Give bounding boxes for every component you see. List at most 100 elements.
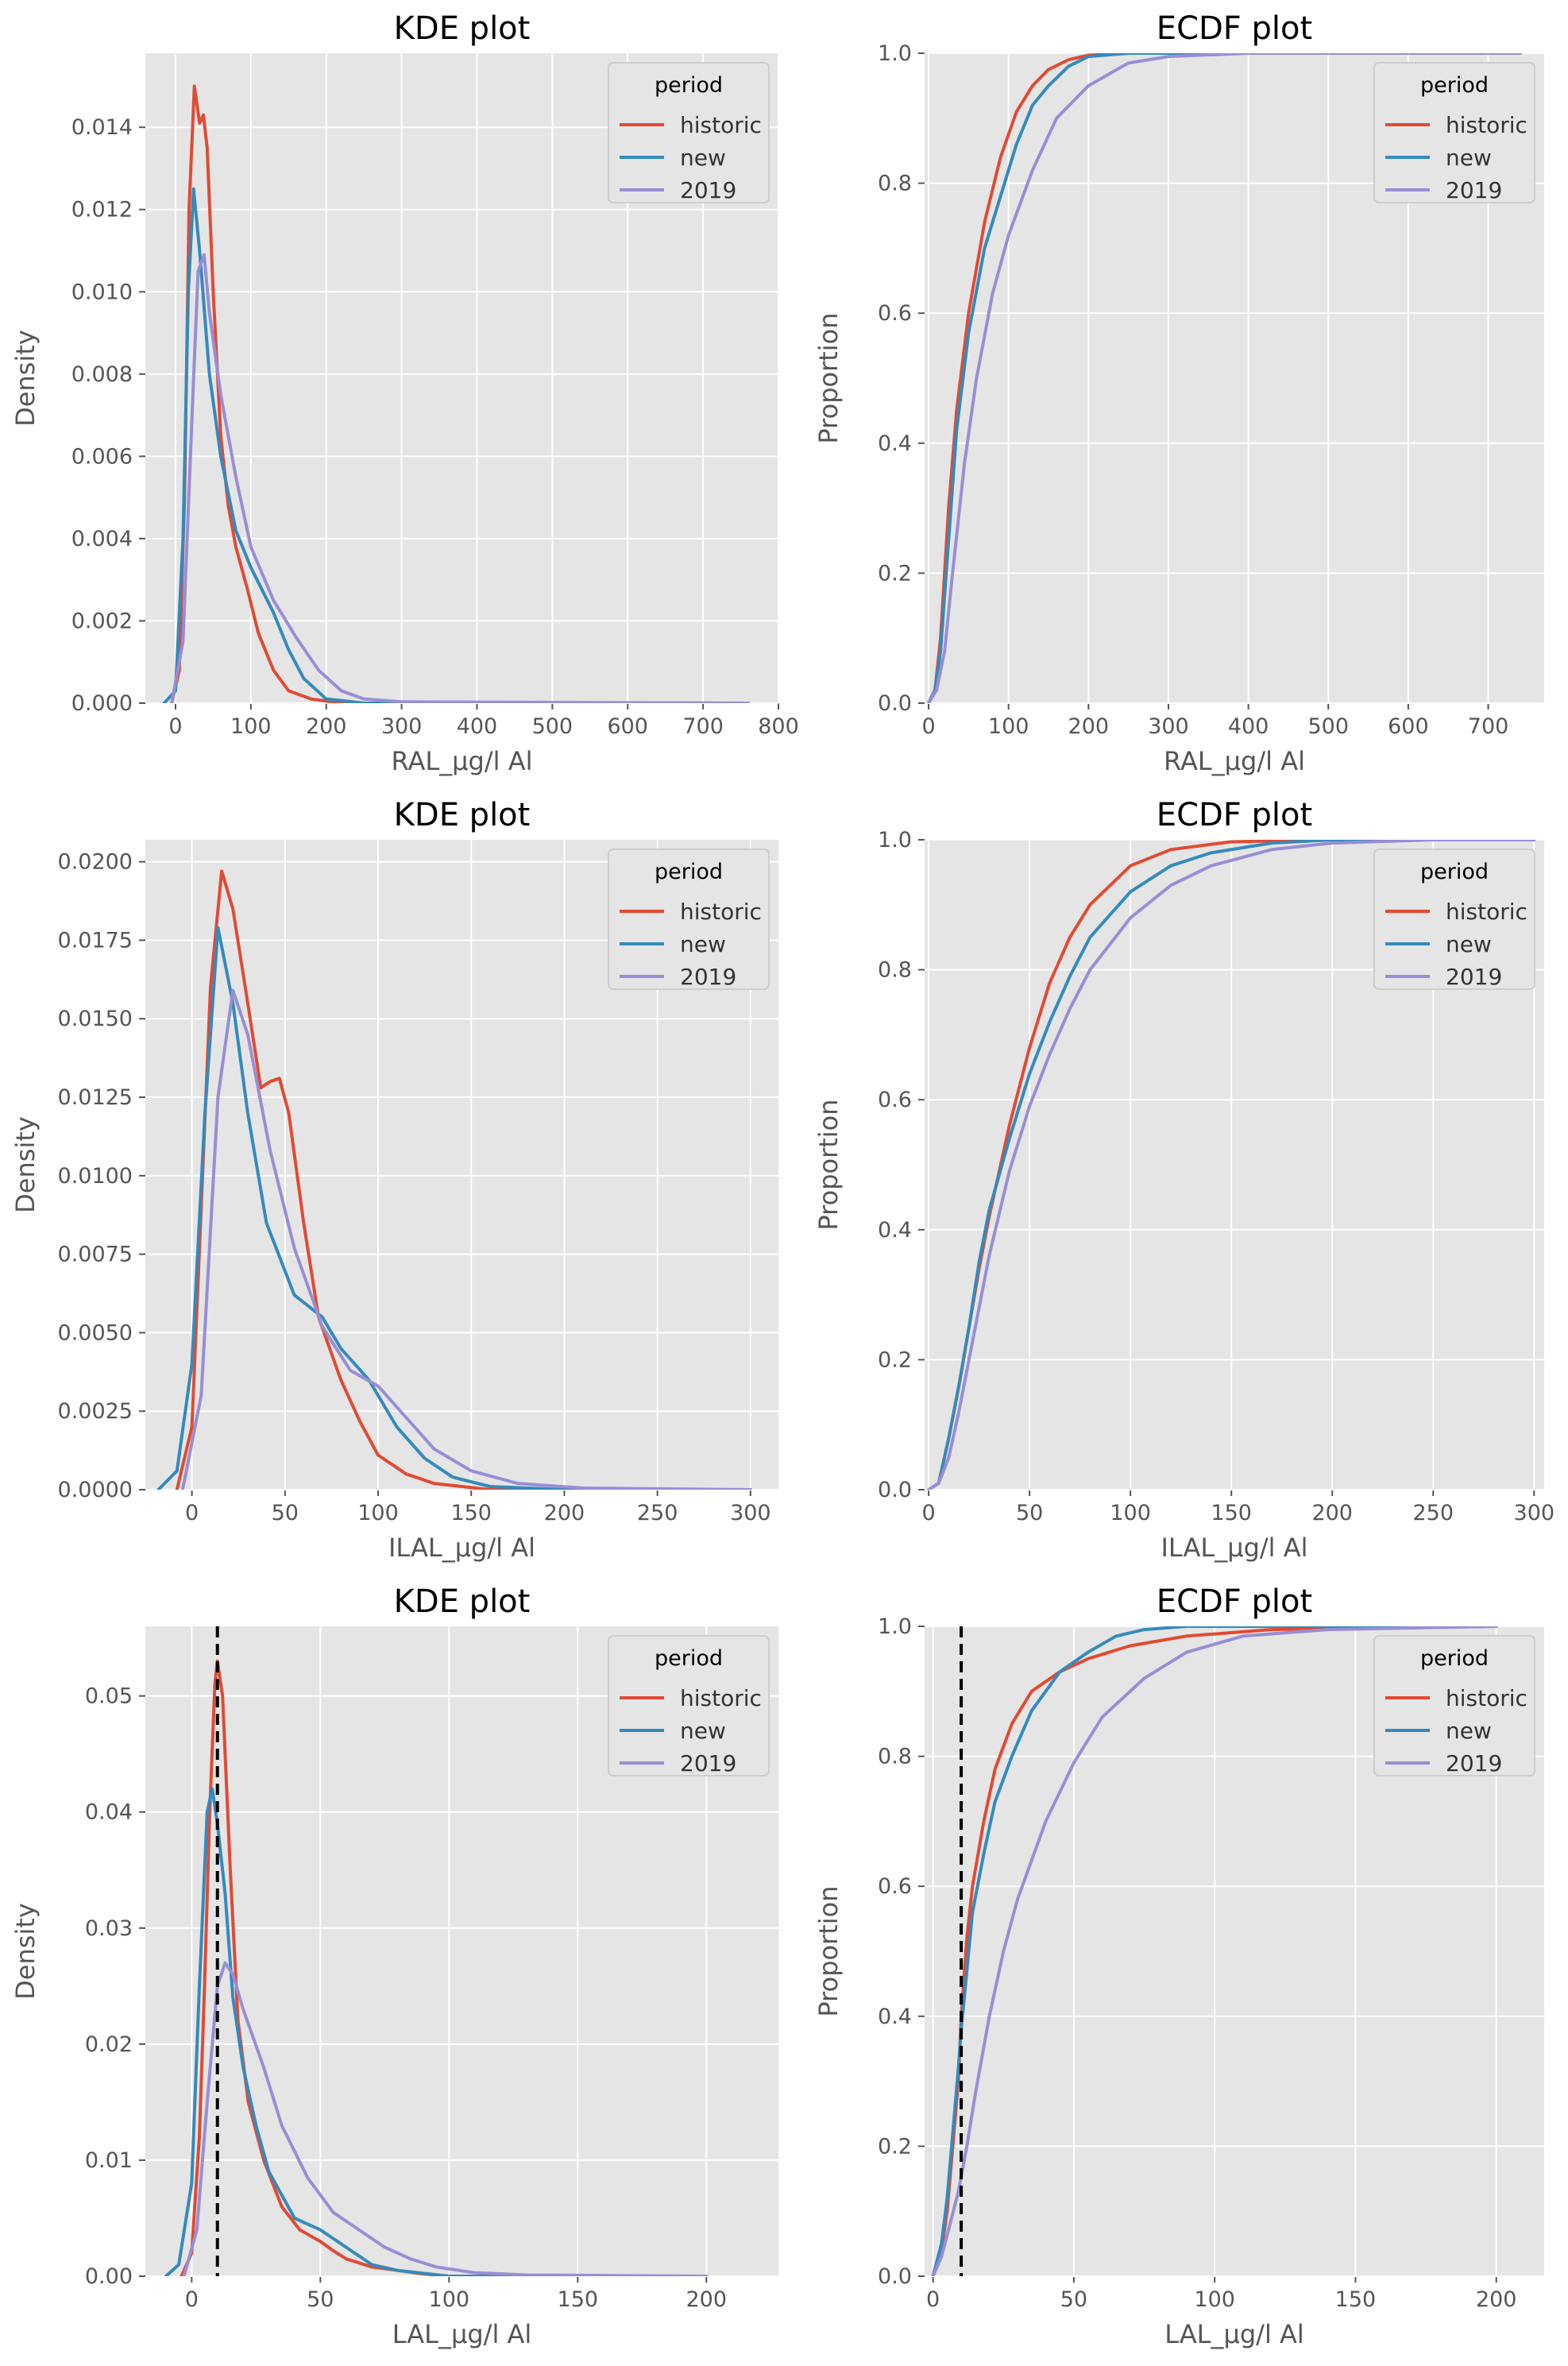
x-tick-label: 500 <box>532 714 574 739</box>
y-tick-label: 0.6 <box>878 1088 912 1112</box>
y-tick-label: 0.0025 <box>58 1399 133 1424</box>
y-tick-label: 0.4 <box>878 431 912 456</box>
x-tick-label: 150 <box>450 1501 492 1525</box>
x-tick-label: 100 <box>429 2287 470 2312</box>
chart-panel-1: 0 100 200 300 400 500 600 700 800 0.000 0.002 0.004… <box>10 10 799 776</box>
legend-title: period <box>655 73 723 98</box>
series-line-new <box>931 1626 1498 2276</box>
x-tick-label: 0 <box>168 714 182 739</box>
y-tick-label: 0.004 <box>71 527 133 551</box>
legend: period historic new 2019 <box>1373 1635 1535 1776</box>
y-tick-label: 0.4 <box>878 1218 912 1243</box>
x-tick-label: 200 <box>686 2287 728 2312</box>
x-tick-label: 0 <box>921 714 935 739</box>
series-line-new <box>927 53 1522 703</box>
y-tick-label: 0.0175 <box>58 928 133 953</box>
x-tick-label: 300 <box>730 1501 771 1525</box>
x-tick-label: 250 <box>1412 1501 1454 1525</box>
x-axis-label: LAL_µg/l Al <box>1164 2319 1304 2349</box>
x-tick-label: 200 <box>544 1501 585 1525</box>
data-layer <box>927 840 1536 1490</box>
legend-label-2019: 2019 <box>680 177 736 203</box>
series-line-new <box>927 840 1536 1490</box>
x-axis-label: LAL_µg/l Al <box>392 2319 532 2349</box>
x-axis-label: ILAL_µg/l Al <box>388 1533 535 1563</box>
series-line-2019 <box>182 1961 709 2276</box>
chart-title: ECDF plot <box>1157 10 1312 47</box>
x-tick-label: 800 <box>758 714 799 739</box>
x-tick-label: 300 <box>1514 1501 1555 1525</box>
y-axis-label: Proportion <box>813 1099 844 1230</box>
y-axis-label: Density <box>10 330 41 427</box>
x-tick-label: 0 <box>926 2287 940 2312</box>
y-axis-label: Density <box>10 1903 41 2000</box>
y-tick-label: 0.008 <box>71 362 133 387</box>
legend-label-historic: historic <box>680 1685 762 1711</box>
series-line-2019 <box>170 253 750 703</box>
series-line-new <box>164 1787 709 2276</box>
x-tick-label: 50 <box>1060 2287 1087 2312</box>
y-tick-label: 0.8 <box>878 172 912 196</box>
y-tick-label: 0.012 <box>71 198 133 222</box>
chart-panel-2: 0 100 200 300 400 500 600 700 0.0 0.2 0.4 0.6 0.8 1.0… <box>813 10 1544 776</box>
legend: period historic new 2019 <box>1373 849 1535 990</box>
y-tick-label: 1.0 <box>878 1614 912 1639</box>
legend-label-new: new <box>680 931 726 957</box>
y-tick-label: 0.000 <box>71 691 133 716</box>
legend-label-new: new <box>1446 145 1492 171</box>
x-tick-label: 200 <box>306 714 347 739</box>
legend-box <box>1373 849 1535 990</box>
series-line-2019 <box>931 1626 1498 2276</box>
x-tick-label: 150 <box>558 2287 599 2312</box>
x-tick-label: 600 <box>607 714 648 739</box>
y-tick-label: 0.014 <box>71 115 133 140</box>
x-tick-label: 50 <box>1016 1501 1043 1525</box>
legend-box <box>608 849 770 990</box>
legend-label-2019: 2019 <box>680 1750 736 1776</box>
y-axis-label: Proportion <box>813 1885 844 2016</box>
x-tick-label: 200 <box>1068 714 1110 739</box>
chart-title: ECDF plot <box>1157 1583 1312 1620</box>
legend-label-2019: 2019 <box>1446 177 1502 203</box>
x-tick-label: 250 <box>637 1501 678 1525</box>
legend-label-new: new <box>680 145 726 171</box>
x-axis-label: ILAL_µg/l Al <box>1161 1533 1307 1563</box>
y-tick-label: 0.010 <box>71 280 133 304</box>
legend-label-2019: 2019 <box>680 964 736 990</box>
legend-title: period <box>1420 73 1489 98</box>
x-tick-label: 700 <box>1468 714 1509 739</box>
y-tick-label: 0.0200 <box>58 850 133 875</box>
y-tick-label: 0.0 <box>878 1478 912 1502</box>
data-layer <box>927 53 1522 703</box>
y-tick-label: 0.2 <box>878 1347 912 1372</box>
y-tick-label: 0.0000 <box>58 1478 133 1502</box>
y-tick-label: 1.0 <box>878 828 912 852</box>
chart-panel-4: 0 50 100 150 200 250 300 0.0 0.2 0.4 0.6 0.8 1.0 ECDF… <box>813 797 1554 1563</box>
y-tick-label: 0.01 <box>85 2148 133 2173</box>
chart-panel-5: 0 50 100 150 200 0.00 0.01 0.02 0.03 0.04 0.05 KDE … <box>10 1583 778 2349</box>
y-tick-label: 0.2 <box>878 561 912 586</box>
x-tick-label: 50 <box>272 1501 299 1525</box>
legend: period historic new 2019 <box>608 849 770 990</box>
y-tick-label: 0.2 <box>878 2134 912 2159</box>
y-tick-label: 0.6 <box>878 1874 912 1899</box>
data-layer <box>156 869 752 1490</box>
series-line-new <box>156 926 752 1490</box>
y-tick-label: 0.0075 <box>58 1243 133 1267</box>
series-line-2019 <box>927 840 1536 1490</box>
legend-label-2019: 2019 <box>1446 1750 1502 1776</box>
chart-title: ECDF plot <box>1157 797 1312 833</box>
series-line-2019 <box>927 53 1522 703</box>
x-tick-label: 700 <box>682 714 724 739</box>
legend-box <box>608 62 770 203</box>
legend-title: period <box>655 860 723 884</box>
x-tick-label: 600 <box>1388 714 1429 739</box>
legend-label-historic: historic <box>1446 112 1527 138</box>
y-tick-label: 0.4 <box>878 2005 912 2029</box>
x-tick-label: 300 <box>1148 714 1189 739</box>
legend-label-new: new <box>1446 931 1492 957</box>
legend-label-historic: historic <box>1446 1685 1527 1711</box>
x-tick-label: 100 <box>357 1501 399 1525</box>
y-tick-label: 0.006 <box>71 444 133 469</box>
x-tick-label: 200 <box>1311 1501 1353 1525</box>
